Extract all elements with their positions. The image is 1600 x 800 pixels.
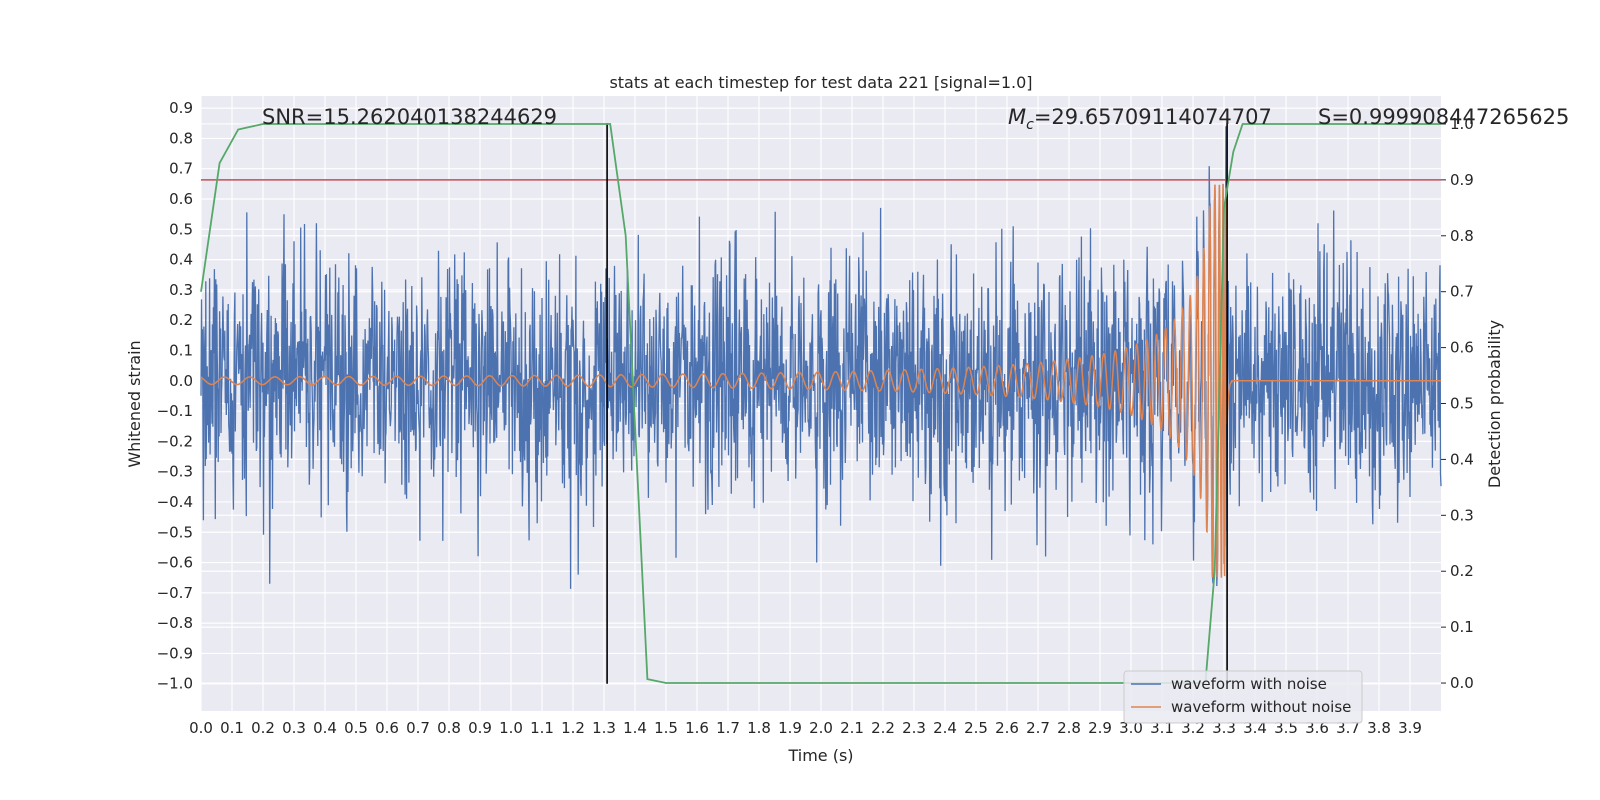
y-tick-label: −0.9 — [157, 644, 193, 662]
y-tick-label: −0.7 — [157, 584, 193, 602]
y2-tick-label: 0.6 — [1450, 339, 1474, 357]
x-tick-label: 3.8 — [1367, 719, 1391, 737]
y2-tick-label: 1.0 — [1450, 115, 1474, 133]
x-tick-label: 2.9 — [1088, 719, 1112, 737]
x-tick-label: 1.3 — [592, 719, 616, 737]
x-tick-label: 2.1 — [840, 719, 864, 737]
x-tick-label: 0.9 — [468, 719, 492, 737]
x-tick-label: 0.8 — [437, 719, 461, 737]
y-tick-label: 0.4 — [169, 251, 193, 269]
y-tick-label: 0.7 — [169, 160, 193, 178]
y-tick-label: 0.8 — [169, 129, 193, 147]
x-tick-label: 1.8 — [747, 719, 771, 737]
x-tick-label: 1.6 — [685, 719, 709, 737]
y2-tick-label: 0.7 — [1450, 283, 1474, 301]
series-group — [200, 123, 1442, 684]
y2-axis-label: Detection probability — [1485, 320, 1504, 488]
x-tick-label: 0.3 — [282, 719, 306, 737]
y-axis-label: Whitened strain — [125, 340, 144, 467]
y-tick-label: −0.1 — [157, 402, 193, 420]
y-tick-label: 0.6 — [169, 190, 193, 208]
x-axis-label: Time (s) — [787, 746, 853, 765]
y-tick-label: 0.5 — [169, 220, 193, 238]
x-tick-label: 2.0 — [809, 719, 833, 737]
x-tick-label: 1.9 — [778, 719, 802, 737]
x-tick-label: 1.4 — [623, 719, 647, 737]
x-tick-label: 3.9 — [1398, 719, 1422, 737]
y-tick-label: 0.2 — [169, 311, 193, 329]
x-tick-label: 0.6 — [375, 719, 399, 737]
legend-label-clean: waveform without noise — [1171, 698, 1351, 716]
legend-box — [1123, 670, 1363, 724]
x-tick-label: 0.2 — [251, 719, 275, 737]
y-tick-label: −0.4 — [157, 493, 193, 511]
x-tick-label: 2.7 — [1026, 719, 1050, 737]
x-tick-label: 2.2 — [871, 719, 895, 737]
y-tick-label: −0.5 — [157, 523, 193, 541]
y-tick-label: −1.0 — [157, 675, 193, 693]
y2-tick-label: 0.0 — [1450, 674, 1474, 692]
x-tick-label: 0.0 — [189, 719, 213, 737]
y2-tick-label: 0.8 — [1450, 227, 1474, 245]
y2-tick-label: 0.1 — [1450, 618, 1474, 636]
x-tick-label: 0.4 — [313, 719, 337, 737]
x-tick-label: 1.5 — [654, 719, 678, 737]
score-annotation: S=0.999908447265625 — [1318, 105, 1569, 129]
legend: waveform with noise waveform without noi… — [1123, 670, 1363, 724]
snr-annotation: SNR=15.262040138244629 — [262, 105, 557, 129]
y2-tick-label: 0.2 — [1450, 562, 1474, 580]
y-tick-label: 0.3 — [169, 281, 193, 299]
chirp-mass-annotation: Mc=29.65709114074707 — [1008, 105, 1272, 133]
x-tick-label: 1.2 — [561, 719, 585, 737]
x-tick-label: 2.3 — [902, 719, 926, 737]
y-tick-label: −0.2 — [157, 432, 193, 450]
chirp-mass-subscript: c — [1026, 117, 1034, 133]
x-tick-label: 0.7 — [406, 719, 430, 737]
x-tick-label: 2.4 — [933, 719, 957, 737]
axes-group: 0.9 0.8 0.7 0.6 0.5 0.4 0.3 0.2 0.1 0.0 −0.1 −0.2 −0… — [157, 99, 1474, 737]
y-tick-label: −0.3 — [157, 463, 193, 481]
noisy-waveform-line — [200, 126, 1442, 589]
y-tick-label: 0.0 — [169, 372, 193, 390]
y2-tick-label: 0.4 — [1450, 450, 1474, 468]
chirp-mass-value: =29.65709114074707 — [1034, 105, 1272, 129]
x-tick-label: 1.0 — [499, 719, 523, 737]
x-tick-label: 1.7 — [716, 719, 740, 737]
y-tick-label: 0.9 — [169, 99, 193, 117]
x-tick-label: 1.1 — [530, 719, 554, 737]
clean-waveform-line — [200, 183, 1441, 578]
chirp-mass-symbol: M — [1008, 105, 1026, 129]
x-tick-label: 2.6 — [995, 719, 1019, 737]
legend-label-noise: waveform with noise — [1171, 675, 1327, 693]
y2-tick-label: 0.3 — [1450, 506, 1474, 524]
x-tick-label: 2.8 — [1057, 719, 1081, 737]
y2-tick-label: 0.9 — [1450, 171, 1474, 189]
y-tick-label: 0.1 — [169, 341, 193, 359]
y-tick-label: −0.8 — [157, 614, 193, 632]
y2-tick-label: 0.5 — [1450, 395, 1474, 413]
x-tick-label: 2.5 — [964, 719, 988, 737]
y-tick-label: −0.6 — [157, 554, 193, 572]
detection-probability-line — [200, 123, 1441, 684]
x-tick-label: 0.5 — [344, 719, 368, 737]
chart-title: stats at each timestep for test data 221… — [609, 73, 1032, 92]
x-tick-label: 0.1 — [220, 719, 244, 737]
